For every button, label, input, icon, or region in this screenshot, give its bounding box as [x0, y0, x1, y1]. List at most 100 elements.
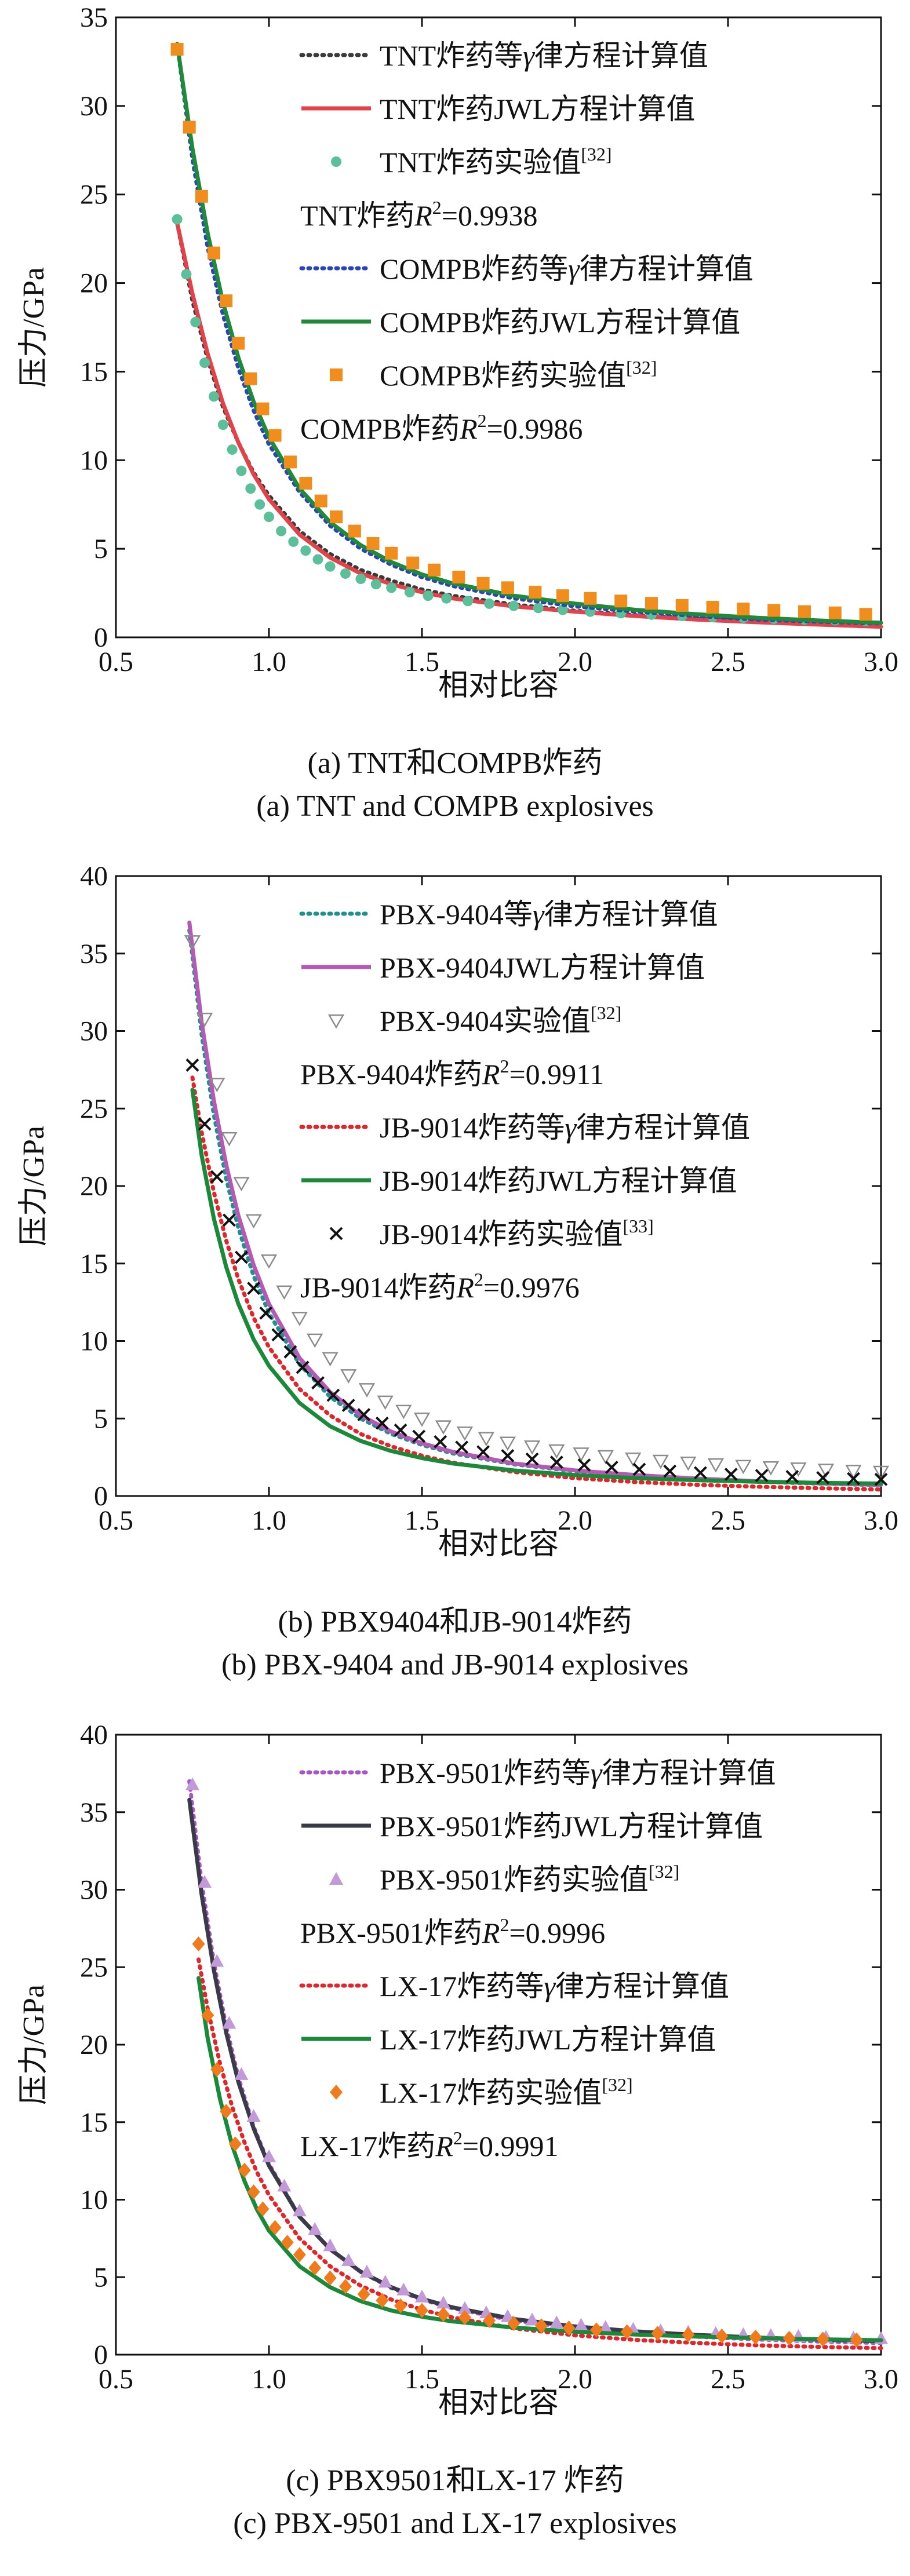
- legend-r2-note: TNT炸药R2=0.9938: [300, 197, 537, 232]
- data-point: [260, 1254, 278, 1269]
- x-tick-label: 1.0: [252, 1505, 286, 1536]
- data-point: [735, 1460, 752, 1475]
- legend-label: JB-9014炸药等γ律方程计算值: [380, 1111, 750, 1144]
- data-point: [782, 2330, 796, 2346]
- data-point: [314, 494, 327, 508]
- data-point: [254, 499, 265, 510]
- data-point: [436, 2307, 450, 2322]
- data-point: [281, 2235, 294, 2250]
- data-point: [436, 2296, 450, 2309]
- data-point: [190, 316, 201, 327]
- data-point: [283, 455, 297, 469]
- data-point: [828, 606, 842, 619]
- y-axis-label: 压力/GPa: [17, 1984, 50, 2105]
- data-point: [724, 1468, 738, 1481]
- legend-label: PBX-9404实验值[32]: [380, 1002, 621, 1037]
- data-point: [476, 1445, 490, 1459]
- data-point: [406, 556, 420, 570]
- y-tick-label: 20: [80, 2030, 108, 2060]
- data-point: [339, 2279, 352, 2294]
- y-tick-label: 40: [80, 861, 108, 892]
- data-point: [577, 1458, 591, 1472]
- legend-label: LX-17炸药等γ律方程计算值: [380, 1970, 729, 2002]
- x-tick-label: 1.0: [252, 2364, 286, 2395]
- legend-label: TNT炸药等γ律方程计算值: [380, 39, 708, 72]
- series-points-2: [184, 935, 890, 1480]
- chart-b: 0.5 1.0 1.5 2.0 2.5 3.0 0 5 10 15 20 25 30 35 40 相对比容 压力…: [17, 861, 898, 1561]
- chart-c: 0.5 1.0 1.5 2.0 2.5 3.0 0 5 10 15 20 25 30 35 40 相对比容 压力…: [17, 1720, 898, 2420]
- data-point: [458, 2309, 471, 2325]
- data-point: [376, 2293, 389, 2308]
- data-point: [557, 604, 568, 615]
- series-line-3: [196, 1957, 883, 2351]
- series-line-1: [175, 221, 883, 629]
- x-tick-label: 3.0: [864, 2364, 898, 2395]
- data-point: [416, 2303, 428, 2318]
- data-point: [412, 1429, 426, 1443]
- data-point: [816, 1471, 830, 1484]
- data-point: [210, 2061, 224, 2077]
- x-tick-label: 2.0: [558, 647, 592, 677]
- data-point: [675, 599, 689, 612]
- data-point: [199, 357, 210, 368]
- data-point: [259, 1306, 273, 1320]
- x-tick-label: 2.5: [711, 1505, 745, 1536]
- data-point: [358, 1383, 376, 1398]
- data-point: [847, 1472, 860, 1486]
- chart-b-caption-cn: (b) PBX9404和JB-9014炸药: [278, 1606, 632, 1639]
- data-point: [441, 593, 452, 604]
- chart-b-caption-en: (b) PBX-9404 and JB-9014 explosives: [221, 1648, 689, 1681]
- data-point: [850, 2332, 863, 2348]
- data-point: [170, 43, 184, 56]
- data-point: [874, 1472, 888, 1486]
- data-point: [428, 563, 441, 577]
- y-tick-label: 35: [80, 2, 108, 33]
- data-point: [682, 2327, 695, 2343]
- data-point: [359, 2264, 374, 2278]
- legend-label: COMPB炸药实验值[32]: [380, 357, 657, 392]
- data-point: [378, 2275, 392, 2288]
- chart-c-caption-en: (c) PBX-9501 and LX-17 explosives: [233, 2507, 677, 2540]
- data-point: [574, 2318, 588, 2331]
- data-point: [210, 1954, 224, 1967]
- data-point: [355, 574, 366, 585]
- data-point: [292, 2203, 307, 2217]
- data-point: [483, 2313, 496, 2329]
- data-point: [221, 1132, 238, 1147]
- data-point: [816, 2331, 829, 2347]
- data-point: [181, 269, 192, 280]
- data-point: [283, 1345, 297, 1359]
- x-tick-label: 3.0: [864, 1505, 898, 1536]
- y-tick-label: 25: [80, 1093, 108, 1124]
- data-point: [220, 2104, 233, 2119]
- data-point: [435, 1420, 452, 1435]
- legend-swatch-marker: [329, 1227, 343, 1240]
- data-point: [597, 1450, 614, 1465]
- data-point: [556, 589, 569, 603]
- x-tick-label: 2.0: [558, 1505, 592, 1536]
- data-point: [366, 537, 380, 550]
- data-point: [625, 1453, 642, 1467]
- data-point: [501, 581, 514, 594]
- legend-label: PBX-9501炸药JWL方程计算值: [380, 1810, 763, 1842]
- data-point: [573, 1447, 589, 1462]
- legend-r2-note: JB-9014炸药R2=0.9976: [300, 1269, 580, 1304]
- x-tick-label: 2.5: [711, 2364, 745, 2395]
- y-tick-label: 30: [80, 1875, 108, 1906]
- data-point: [395, 1404, 412, 1420]
- data-point: [244, 372, 257, 385]
- data-point: [508, 600, 519, 611]
- y-tick-label: 10: [80, 2185, 108, 2216]
- data-point: [478, 1432, 495, 1447]
- y-tick-label: 0: [94, 622, 108, 653]
- y-axis-label: 压力/GPa: [17, 1126, 50, 1246]
- data-point: [762, 1461, 780, 1476]
- data-point: [293, 2247, 306, 2263]
- x-axis-label: 相对比容: [438, 1528, 559, 1561]
- data-point: [228, 2136, 242, 2152]
- series-points-5: [185, 1058, 888, 1486]
- data-point: [185, 1058, 199, 1072]
- data-point: [386, 582, 397, 593]
- data-point: [276, 1285, 293, 1300]
- data-point: [340, 568, 351, 579]
